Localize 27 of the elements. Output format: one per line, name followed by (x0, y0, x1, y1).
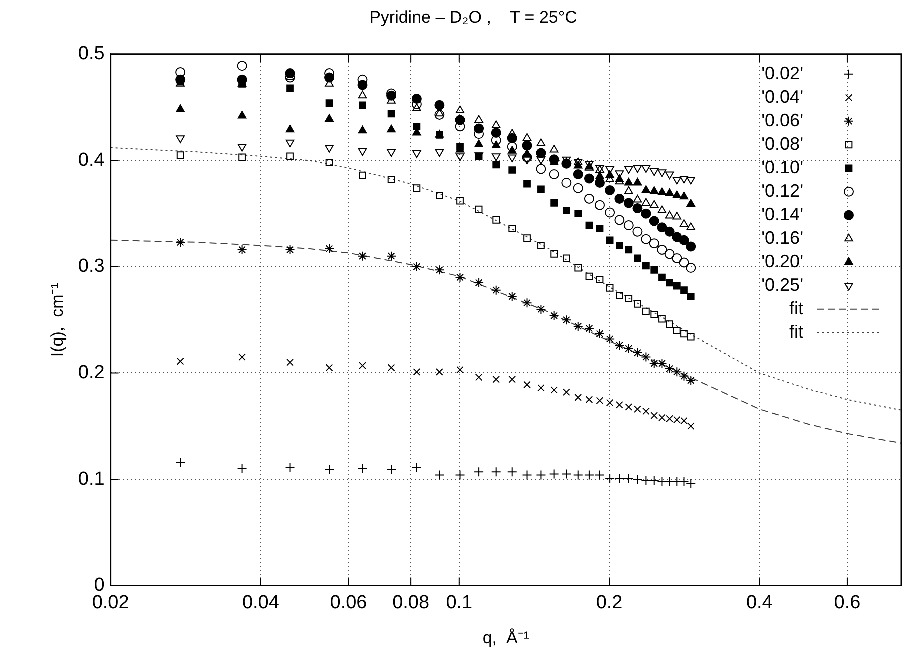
legend-label: '0.25' (762, 274, 804, 295)
legend-label: '0.16' (762, 228, 804, 248)
legend-label: '0.12' (762, 180, 804, 201)
x-tick-label: 0.6 (834, 592, 861, 614)
y-tick-label: 0.5 (78, 44, 105, 65)
y-tick-label: 0.4 (78, 150, 106, 171)
y-tick-label: 0.1 (78, 468, 105, 490)
x-axis-title: q, Å⁻¹ (482, 628, 530, 648)
x-tick-label: 0.4 (746, 592, 774, 614)
legend-label: '0.02' (762, 63, 804, 84)
legend-label: '0.14' (762, 204, 804, 224)
legend-label: '0.04' (762, 86, 804, 107)
legend-label: fit (789, 298, 804, 318)
legend-label: '0.20' (762, 251, 804, 272)
y-tick-label: 0.3 (78, 256, 105, 278)
y-axis-title: I(q), cm⁻¹ (48, 282, 67, 358)
x-tick-label: 0.2 (596, 592, 623, 614)
x-tick-label: 0.04 (242, 592, 280, 614)
y-tick-label: 0.2 (78, 362, 105, 384)
x-tick-label: 0.08 (392, 592, 430, 614)
legend-label: '0.10' (762, 157, 804, 178)
legend-label: '0.08' (762, 134, 804, 154)
chart-title: Pyridine – D₂O , T = 25°C (370, 8, 578, 27)
x-tick-label: 0.06 (330, 592, 368, 614)
x-tick-label: 0.1 (446, 592, 473, 614)
legend-label: fit (789, 322, 804, 342)
legend-label: '0.06' (762, 110, 804, 130)
